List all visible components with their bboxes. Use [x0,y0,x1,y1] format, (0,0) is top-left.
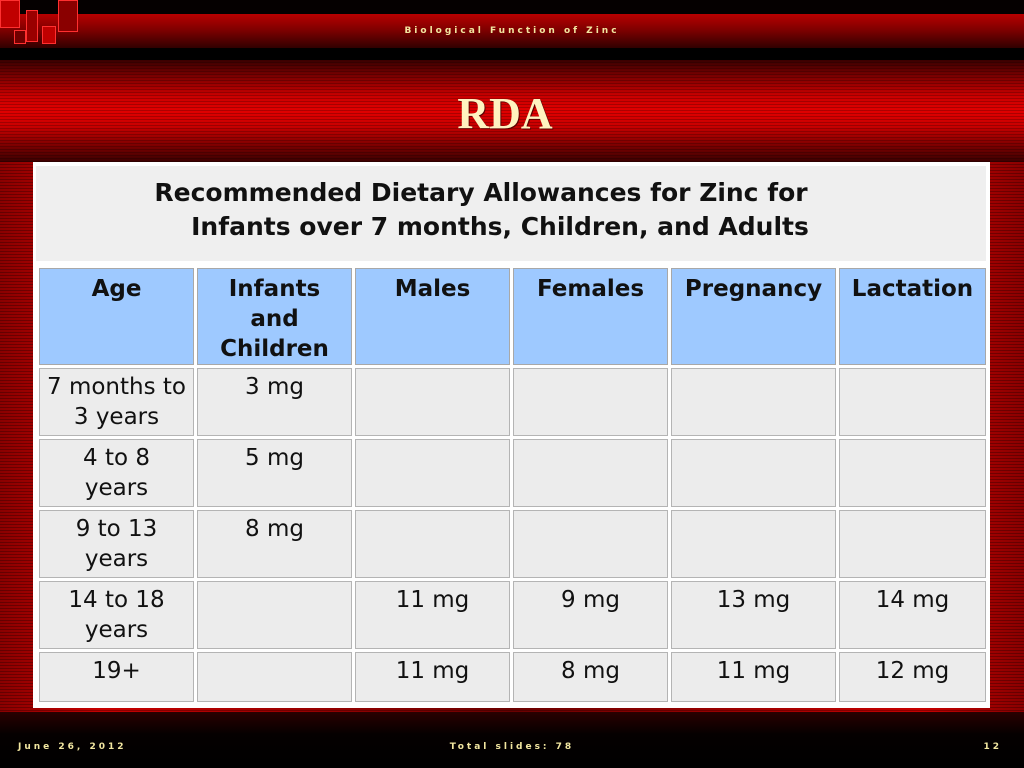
infants-children-cell [197,652,352,702]
lactation-cell [839,439,986,507]
slide-title: RDA [457,89,553,138]
decorative-square [42,26,56,44]
females-cell [513,510,668,578]
top-strip [0,0,1024,14]
males-cell [355,439,510,507]
males-cell: 11 mg [355,652,510,702]
slide-header: Biological Function of Zinc [404,26,620,36]
lactation-cell: 14 mg [839,581,986,649]
females-cell [513,368,668,436]
pregnancy-cell [671,439,836,507]
lactation-cell [839,510,986,578]
age-cell: 19+ [39,652,194,702]
decorative-square [58,0,78,32]
table-caption-line-2: Infants over 7 months, Children, and Adu… [191,212,809,241]
table-row: 14 to 18 years 11 mg 9 mg 13 mg 14 mg [39,581,986,649]
infants-children-cell: 5 mg [197,439,352,507]
table-row: 4 to 8 years 5 mg [39,439,986,507]
age-cell: 9 to 13 years [39,510,194,578]
males-cell [355,368,510,436]
infants-children-cell: 8 mg [197,510,352,578]
age-cell: 4 to 8 years [39,439,194,507]
lactation-cell: 12 mg [839,652,986,702]
column-header-males: Males [355,268,510,365]
pregnancy-cell [671,510,836,578]
dark-band [0,48,1024,60]
footer-total-slides: Total slides: 78 [449,742,575,752]
age-cell: 14 to 18 years [39,581,194,649]
footer-date: June 26, 2012 [18,742,127,752]
pregnancy-cell: 11 mg [671,652,836,702]
males-cell: 11 mg [355,581,510,649]
lactation-cell [839,368,986,436]
header-band [0,14,1024,48]
infants-children-cell [197,581,352,649]
column-header-infants-children: Infants and Children [197,268,352,365]
females-cell: 9 mg [513,581,668,649]
column-header-pregnancy: Pregnancy [671,268,836,365]
footer-band [0,712,1024,768]
females-cell [513,439,668,507]
decorative-square [0,0,20,28]
column-header-lactation: Lactation [839,268,986,365]
infants-children-cell: 3 mg [197,368,352,436]
pregnancy-cell [671,368,836,436]
column-header-age: Age [39,268,194,365]
females-cell: 8 mg [513,652,668,702]
rda-table: Age Infants and Children Males Females P… [36,265,989,705]
table-caption: Recommended Dietary Allowances for Zinc … [36,166,986,261]
table-header-row: Age Infants and Children Males Females P… [39,268,986,365]
pregnancy-cell: 13 mg [671,581,836,649]
decorative-square [26,10,38,42]
title-band [0,60,1024,162]
column-header-females: Females [513,268,668,365]
footer-page-number: 12 [983,742,1002,752]
table-row: 9 to 13 years 8 mg [39,510,986,578]
age-cell: 7 months to 3 years [39,368,194,436]
table-row: 19+ 11 mg 8 mg 11 mg 12 mg [39,652,986,702]
table-row: 7 months to 3 years 3 mg [39,368,986,436]
decorative-square [14,30,26,44]
males-cell [355,510,510,578]
table-caption-line-1: Recommended Dietary Allowances for Zinc … [154,178,808,207]
